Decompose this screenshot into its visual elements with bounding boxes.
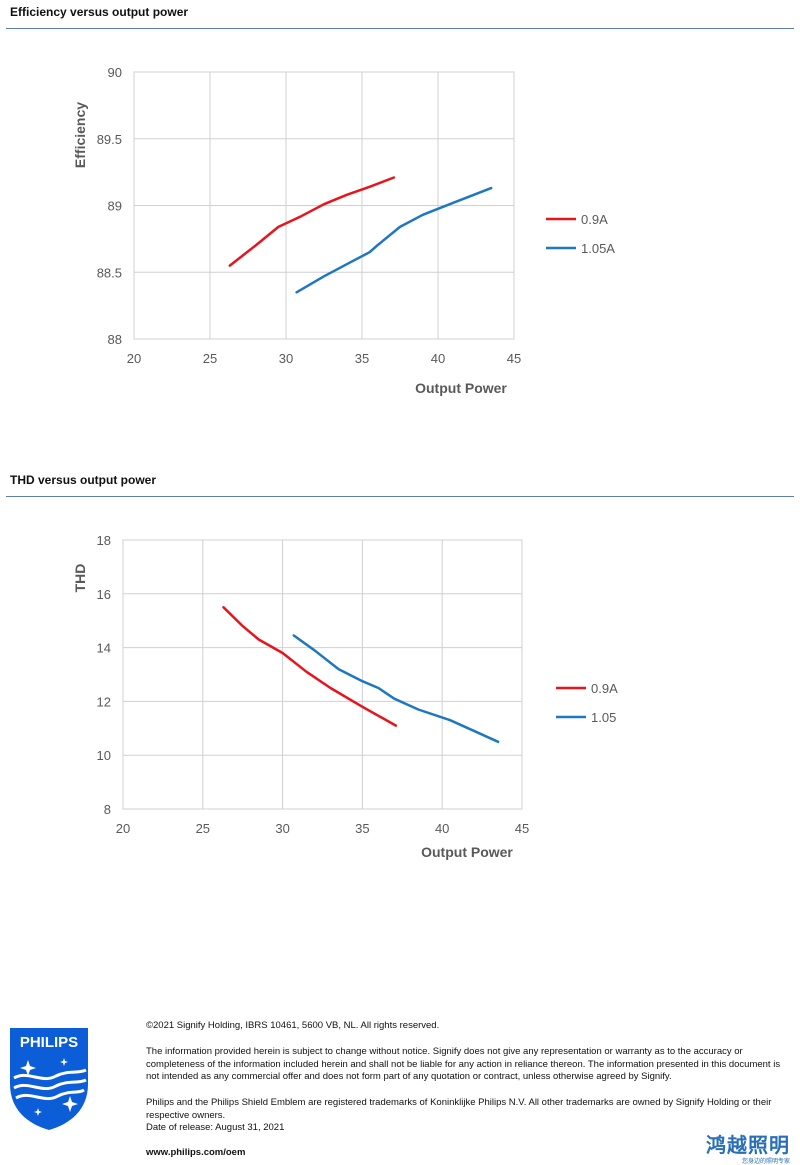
x-tick-label: 30 — [279, 351, 293, 366]
y-tick-label: 10 — [97, 748, 111, 763]
x-tick-label: 45 — [507, 351, 521, 366]
series-line-1.05 — [292, 634, 500, 744]
legend-label: 0.9A — [581, 212, 608, 227]
legend-label: 0.9A — [591, 681, 618, 696]
section-divider — [6, 496, 794, 497]
copyright-text: ©2021 Signify Holding, IBRS 10461, 5600 … — [146, 1020, 440, 1031]
x-tick-label: 20 — [116, 821, 130, 836]
x-tick-label: 40 — [435, 821, 449, 836]
y-tick-label: 18 — [97, 533, 111, 548]
series-line-1.05A — [295, 186, 493, 294]
x-axis-title: Output Power — [415, 380, 507, 396]
x-tick-label: 35 — [355, 821, 369, 836]
x-tick-label: 20 — [127, 351, 141, 366]
x-tick-label: 25 — [196, 821, 210, 836]
thd-chart: 20 25 30 35 40 45 8 10 12 14 16 18 Output Power THD 0.… — [72, 533, 618, 860]
disclaimer-text: The information provided herein is subje… — [146, 1046, 781, 1082]
efficiency-section-title: Efficiency versus output power — [10, 5, 189, 19]
y-tick-label: 88 — [108, 332, 122, 347]
plot-area — [122, 539, 523, 810]
y-tick-label: 89 — [108, 199, 122, 214]
x-axis-title: Output Power — [421, 844, 513, 860]
x-tick-label: 40 — [431, 351, 445, 366]
y-tick-label: 14 — [97, 641, 111, 656]
thd-section-title: THD versus output power — [10, 473, 157, 487]
y-tick-label: 8 — [104, 802, 111, 817]
series-line-0.9A — [228, 176, 396, 267]
trademark-text: Philips and the Philips Shield Emblem ar… — [146, 1097, 772, 1121]
legend-label: 1.05A — [581, 241, 615, 256]
distributor-name: 鸿越照明 — [706, 1133, 790, 1157]
distributor-brand: 鸿越照明 您身边的照明专家 — [706, 1129, 790, 1165]
y-tick-label: 90 — [108, 65, 122, 80]
section-divider — [6, 28, 794, 29]
y-axis-title: Efficiency — [72, 102, 88, 168]
legend-label: 1.05 — [591, 710, 616, 725]
x-tick-label: 35 — [355, 351, 369, 366]
efficiency-chart: 20 25 30 35 40 45 88 88.5 89 89.5 90 Output Power Ef… — [72, 65, 615, 396]
y-tick-label: 12 — [97, 694, 111, 709]
website-link[interactable]: www.philips.com/oem — [146, 1147, 246, 1158]
y-tick-label: 16 — [97, 587, 111, 602]
series-line-0.9A — [222, 606, 398, 727]
y-tick-label: 88.5 — [97, 265, 122, 280]
y-tick-label: 89.5 — [97, 132, 122, 147]
x-tick-label: 25 — [203, 351, 217, 366]
release-date: Date of release: August 31, 2021 — [146, 1122, 285, 1133]
philips-shield-logo: PHILIPS — [10, 1028, 88, 1130]
y-axis-title: THD — [72, 564, 88, 593]
x-tick-label: 45 — [515, 821, 529, 836]
x-tick-label: 30 — [275, 821, 289, 836]
logo-wordmark: PHILIPS — [20, 1034, 78, 1051]
